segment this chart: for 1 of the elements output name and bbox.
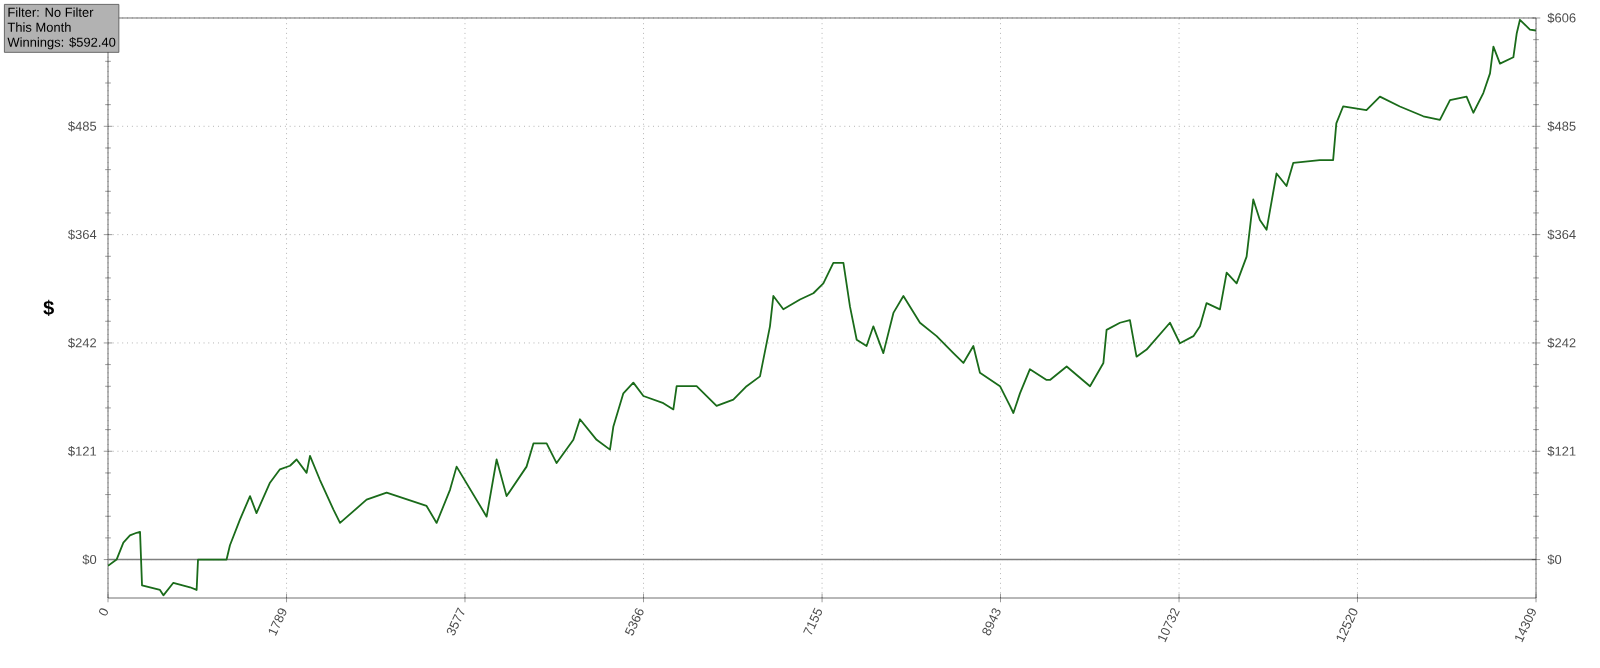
y-axis-title: $ [43, 299, 54, 317]
